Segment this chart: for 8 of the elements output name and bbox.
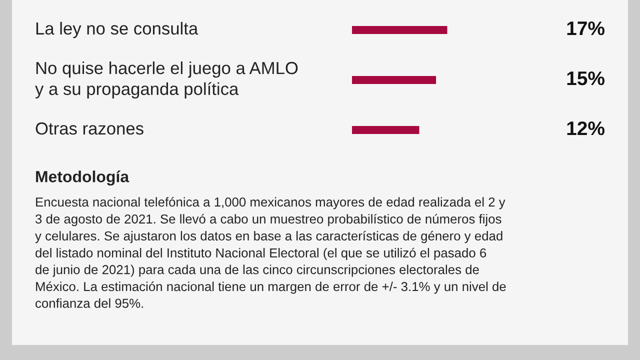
y-tick-label: Otras razones bbox=[36, 122, 144, 135]
y-tick-label: La ley no se consulta bbox=[36, 22, 198, 38]
text: Encuesta nacional telefónica a 1,000 mexicanos mayores de edad realizada el 2 y 3 de agosto de 2021. Se llevó a cabo un muestreo probabilístico de números fijos y celulares. Se ajustaron los datos en base a las características de género y edad del listado nominal del Instituto Nacional Electoral (el que se utilizó el pasado 6 de junio de 2021) para cada una de las cinco circunscripciones electorales de México. La estimación nacional tiene un margen de error de +/- 3.1% y un nivel de confianza del 95%. bbox=[35, 197, 506, 308]
data-label: 12% bbox=[567, 121, 604, 136]
text: Metodología bbox=[36, 170, 130, 186]
data-label: 17% bbox=[567, 22, 604, 36]
y-tick-label: No quise hacerle el juego a AMLO y a su propaganda política bbox=[35, 61, 298, 99]
data-label: 15% bbox=[567, 72, 604, 86]
